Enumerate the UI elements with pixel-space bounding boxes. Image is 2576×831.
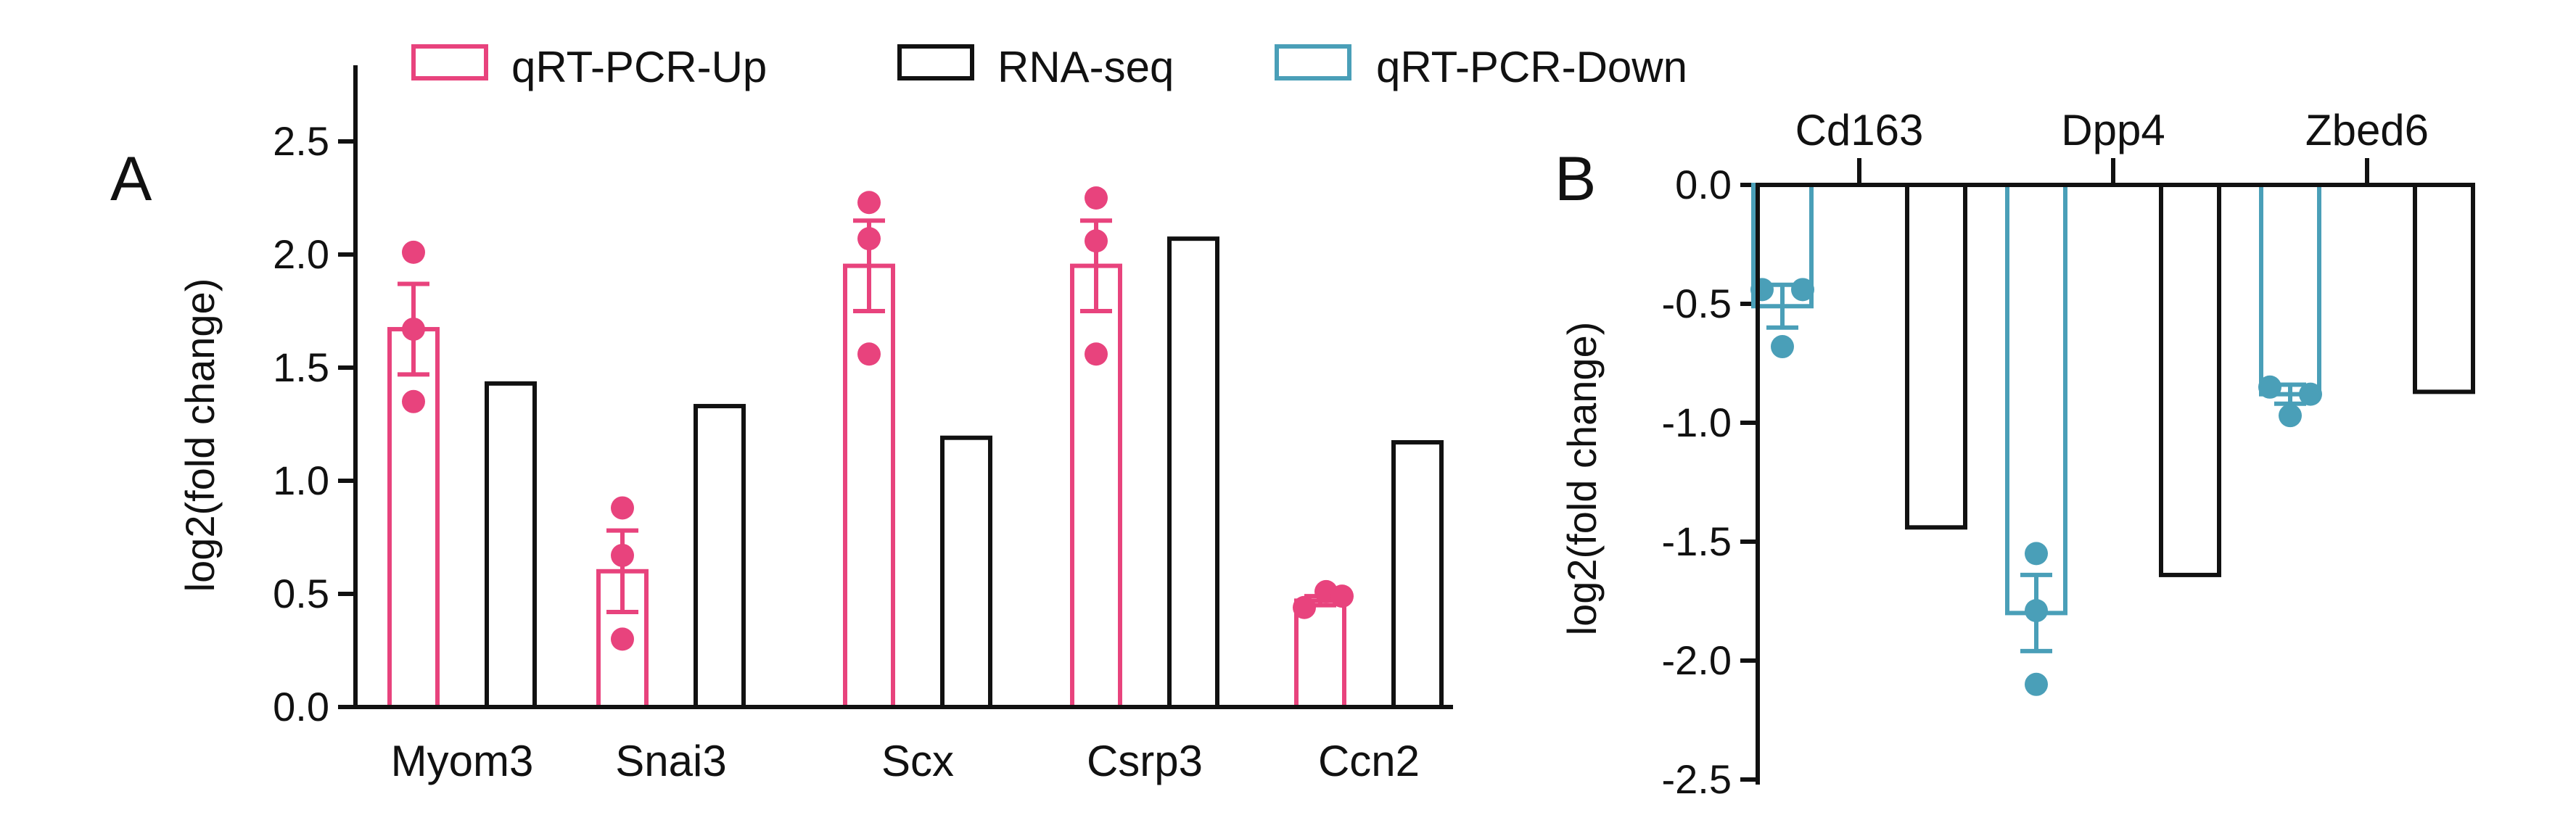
data-point-dpp4-1 (2025, 542, 2048, 566)
legend-label-qrt-pcr-up: qRT-PCR-Up (511, 43, 767, 91)
bar-rna-seq-myom3 (485, 381, 537, 710)
legend-swatch-rna-seq (897, 44, 974, 80)
category-label-scx: Scx (881, 737, 954, 785)
bar-rna-seq-scx (940, 435, 992, 709)
legend-swatch-qrt-pcr-up (411, 44, 488, 80)
panel-b-category-labels: Cd163 Dpp4 Zbed6 (1795, 106, 2429, 185)
bar-qrt-pcr-down-zbed6 (2259, 183, 2321, 397)
y-tick-label-2-0: 2.0 (273, 231, 329, 277)
bar-qrt-pcr-up-scx (843, 263, 895, 710)
legend-swatch-qrt-pcr-down (1275, 44, 1351, 80)
category-label-snai3: Snai3 (615, 737, 726, 785)
category-label-cd163: Cd163 (1795, 106, 1924, 154)
data-point-myom3-3 (402, 389, 425, 413)
data-point-myom3-1 (402, 240, 425, 264)
data-point-snai3-2 (611, 543, 634, 567)
data-point-ccn2-1 (1293, 595, 1316, 619)
data-point-csrp3-2 (1085, 229, 1108, 253)
bar-qrt-pcr-up-myom3 (387, 326, 440, 709)
data-point-dpp4-3 (2025, 672, 2048, 696)
y-tick-label-1-5: 1.5 (273, 344, 329, 390)
panel-b-y-ticks: 0.0 -0.5 -1.0 -1.5 -2.0 -2.5 (1662, 162, 1758, 802)
data-point-cd163-1 (1750, 278, 1774, 302)
data-point-myom3-2 (402, 317, 425, 341)
data-point-snai3-1 (611, 496, 634, 520)
category-label-ccn2: Ccn2 (1318, 737, 1420, 785)
data-point-ccn2-3 (1330, 584, 1354, 608)
panel-a-category-labels: Myom3 Snai3 Scx Csrp3 Ccn2 (391, 737, 1420, 785)
data-point-snai3-3 (611, 627, 634, 651)
category-label-dpp4: Dpp4 (2061, 106, 2165, 154)
data-point-zbed6-3 (2279, 404, 2302, 428)
data-point-scx-2 (857, 227, 881, 251)
category-label-myom3: Myom3 (391, 737, 534, 785)
y-tick-label-0-5: 0.5 (273, 571, 329, 616)
y-tick-label-2-0: -2.0 (1662, 637, 1732, 683)
y-tick-label-1-5: -1.5 (1662, 518, 1732, 564)
panel-a-bars (387, 236, 1444, 710)
category-label-csrp3: Csrp3 (1087, 737, 1203, 785)
data-point-csrp3-3 (1085, 342, 1108, 366)
panel-b-points (1750, 278, 2322, 696)
panel-a-y-axis-title: log2(fold change) (177, 278, 223, 592)
category-label-zbed6: Zbed6 (2305, 106, 2429, 154)
y-tick-label-1-0: -1.0 (1662, 400, 1732, 445)
panel-b-error-bars (1766, 282, 2306, 653)
panel-a-error-bars (398, 218, 1336, 614)
y-tick-label-0-0: 0.0 (273, 684, 329, 729)
bar-qrt-pcr-up-csrp3 (1070, 263, 1122, 710)
panel-b-letter: B (1555, 144, 1596, 214)
y-tick-label-2-5: 2.5 (273, 118, 329, 164)
bar-rna-seq-dpp4 (2159, 183, 2221, 577)
panel-a-points (402, 186, 1354, 651)
y-tick-label-0-5: -0.5 (1662, 281, 1732, 326)
data-point-csrp3-1 (1085, 186, 1108, 210)
bar-rna-seq-snai3 (694, 404, 746, 709)
data-point-scx-1 (857, 191, 881, 215)
panel-b-y-axis-title: log2(fold change) (1559, 322, 1605, 636)
legend-label-qrt-pcr-down: qRT-PCR-Down (1376, 43, 1687, 91)
y-tick-label-1-0: 1.0 (273, 458, 329, 503)
bar-rna-seq-ccn2 (1391, 439, 1444, 710)
bar-rna-seq-csrp3 (1167, 236, 1219, 710)
data-point-zbed6-1 (2258, 375, 2281, 399)
legend-label-rna-seq: RNA-seq (997, 43, 1174, 91)
data-point-dpp4-2 (2025, 599, 2048, 623)
bar-rna-seq-zbed6 (2413, 183, 2475, 394)
y-tick-label-0-0: 0.0 (1675, 162, 1732, 207)
data-point-cd163-3 (1771, 335, 1794, 359)
panel-a-letter: A (110, 144, 152, 214)
panel-b-bars (1751, 183, 2475, 616)
data-point-cd163-2 (1791, 278, 1814, 302)
panel-a: log2(fold change) 0.0 0.5 1.0 1.5 2.0 2.5 Myo… (177, 65, 1453, 785)
data-point-scx-3 (857, 342, 881, 366)
bar-rna-seq-cd163 (1905, 183, 1967, 530)
legend: qRT-PCR-Up RNA-seq qRT-PCR-Down (411, 43, 1687, 91)
panel-a-y-ticks: 0.0 0.5 1.0 1.5 2.0 2.5 (273, 118, 355, 729)
y-tick-label-2-5: -2.5 (1662, 756, 1732, 802)
panel-b: log2(fold change) 0.0 -0.5 -1.0 -1.5 -2.0 -2.… (1559, 106, 2475, 802)
data-point-zbed6-2 (2299, 382, 2322, 406)
